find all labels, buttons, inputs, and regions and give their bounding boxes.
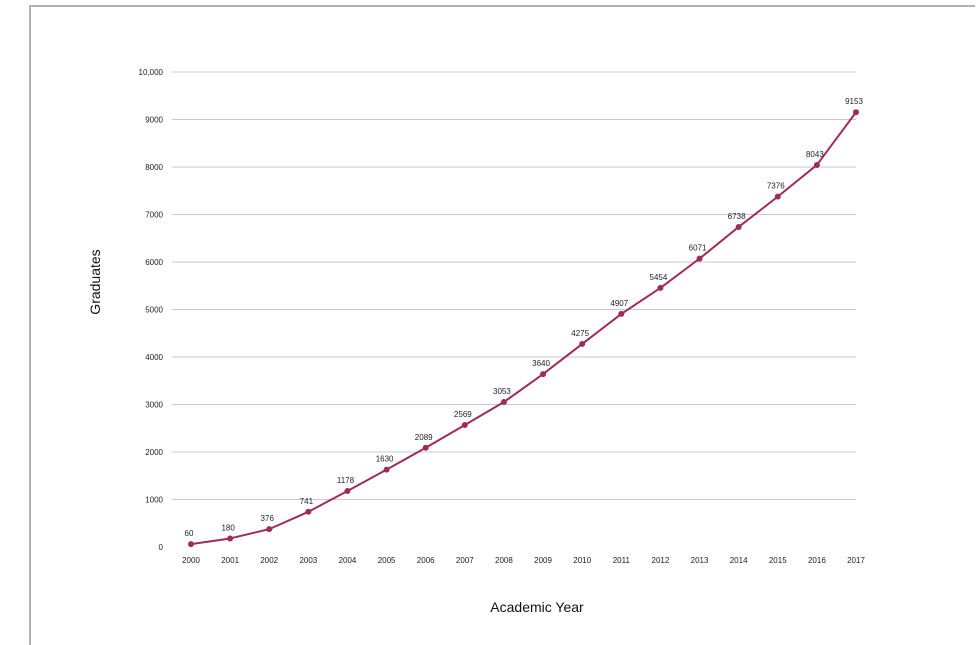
data-point [696,255,703,262]
x-tick-label: 2014 [730,556,748,565]
x-tick-label: 2003 [299,556,317,565]
y-tick-label: 10,000 [139,68,164,77]
gridlines [172,71,856,500]
x-tick-label: 2000 [182,556,200,565]
data-label: 2569 [454,410,472,419]
y-tick-label: 9000 [145,116,163,125]
data-point [227,535,234,542]
y-tick-label: 7000 [145,211,163,220]
data-point [657,284,664,291]
x-tick-label: 2010 [573,556,591,565]
data-point [540,371,547,378]
data-point [461,421,468,428]
y-tick-label: 5000 [145,306,163,315]
data-label: 180 [221,523,235,532]
y-tick-label: 8000 [145,163,163,172]
x-axis-title: Academic Year [490,599,584,615]
y-tick-label: 1000 [145,496,163,505]
data-label: 8043 [806,150,824,159]
x-tick-label: 2001 [221,556,239,565]
x-axis-ticks: 2000 2001 2002 2003 2004 2005 2006 2007 2008 2009… [182,556,865,565]
data-label: 2089 [415,433,433,442]
series-graduates [188,109,859,548]
data-label: 741 [300,497,314,506]
data-point [735,223,742,230]
data-label: 9153 [845,97,863,106]
x-tick-label: 2004 [339,556,357,565]
y-tick-label: 2000 [145,448,163,457]
data-point [344,488,351,495]
y-tick-label: 0 [159,543,164,552]
data-label: 6071 [689,244,707,253]
y-tick-label: 4000 [145,353,163,362]
data-point [813,161,820,168]
data-point [422,444,429,451]
x-tick-label: 2011 [613,556,631,565]
data-point [383,466,390,473]
data-point [774,193,781,200]
data-point [305,508,312,515]
data-label: 7376 [767,182,785,191]
data-label: 4907 [610,299,628,308]
data-label: 60 [185,529,194,538]
data-label: 5454 [650,273,668,282]
data-label: 4275 [571,329,589,338]
data-label: 3640 [532,359,550,368]
x-tick-label: 2015 [769,556,787,565]
data-label: 3053 [493,387,511,396]
x-tick-label: 2009 [534,556,552,565]
data-labels: 60 180 376 741 1178 1630 2089 2569 3053 3640 4275 4… [185,97,864,538]
y-tick-label: 6000 [145,258,163,267]
x-tick-label: 2005 [378,556,396,565]
x-tick-label: 2007 [456,556,474,565]
series-line [190,111,857,546]
x-tick-label: 2006 [417,556,435,565]
x-tick-label: 2002 [260,556,278,565]
data-label: 1630 [376,455,394,464]
y-axis-ticks: 0 1000 2000 3000 4000 5000 6000 7000 8000 9000 10,… [139,68,164,552]
x-tick-label: 2008 [495,556,513,565]
data-point [266,526,273,533]
y-axis-title: Graduates [87,249,103,314]
x-tick-label: 2013 [691,556,709,565]
chart-frame [29,5,975,645]
data-label: 1178 [337,476,355,485]
data-label: 376 [261,514,275,523]
x-tick-label: 2016 [808,556,826,565]
data-point [618,310,625,317]
data-point [500,398,507,405]
data-label: 6738 [728,212,746,221]
data-point [579,340,586,347]
data-point [188,541,194,548]
x-tick-label: 2017 [847,556,865,565]
y-tick-label: 3000 [145,401,163,410]
data-point [853,109,859,116]
x-tick-label: 2012 [652,556,670,565]
